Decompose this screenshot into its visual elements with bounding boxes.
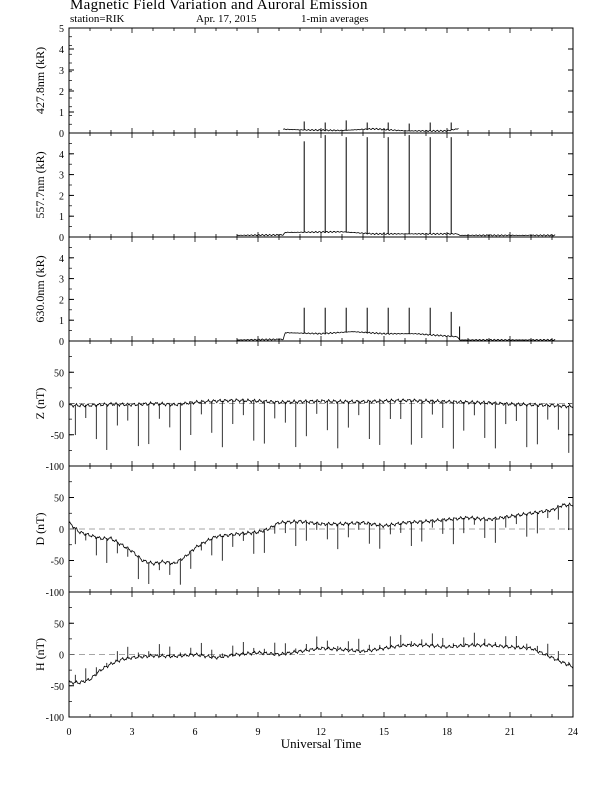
x-tick-label: 9 <box>256 727 261 738</box>
panel-2: 0 1 2 3 4 557.7nm (kR) <box>33 132 574 244</box>
field-trace <box>68 502 574 567</box>
y-tick-label: 3 <box>59 171 64 182</box>
y-tick-label: 0 <box>59 525 64 536</box>
y-tick-label: -50 <box>51 682 64 693</box>
y-tick-label: 2 <box>59 295 64 306</box>
panel-3: 0 1 2 3 4 630.0nm (kR) <box>33 236 574 348</box>
station-label: station=RIK <box>70 13 125 25</box>
x-tick-label: 0 <box>67 727 72 738</box>
x-tick-label: 3 <box>130 727 135 738</box>
y-tick-label: 2 <box>59 191 64 202</box>
panel-4: -100 -50 0 50 Z (nT) <box>33 340 574 473</box>
y-tick-label: 0 <box>59 337 64 348</box>
panel-frame <box>68 236 574 342</box>
y-axis-label: 557.7nm (kR) <box>33 151 47 218</box>
x-tick-label: 18 <box>442 727 452 738</box>
y-tick-label: -50 <box>51 431 64 442</box>
emission-trace <box>283 127 459 133</box>
panel-frame <box>68 132 574 238</box>
y-tick-label: 0 <box>59 651 64 662</box>
y-tick-label: 5 <box>59 24 64 35</box>
y-tick-label: 0 <box>59 129 64 140</box>
x-tick-label: 12 <box>316 727 326 738</box>
y-tick-label: 3 <box>59 66 64 77</box>
y-tick-label: -100 <box>46 588 64 599</box>
y-tick-label: 0 <box>59 233 64 244</box>
y-tick-label: 50 <box>54 494 64 505</box>
emission-trace <box>236 230 556 237</box>
y-axis-label: Z (nT) <box>33 388 47 420</box>
panel-frame <box>68 27 574 134</box>
y-axis-label: 427.8nm (kR) <box>33 47 47 114</box>
field-trace <box>68 642 574 686</box>
y-tick-label: 1 <box>59 108 64 119</box>
y-tick-label: 3 <box>59 275 64 286</box>
averaging-label: 1-min averages <box>301 13 369 25</box>
x-tick-label: 24 <box>568 727 578 738</box>
panel-1: 0 1 2 3 4 5 427.8nm (kR) <box>33 24 574 140</box>
y-tick-label: 4 <box>59 150 64 161</box>
y-axis-label: 630.0nm (kR) <box>33 255 47 322</box>
field-trace <box>68 398 574 409</box>
x-tick-label: 21 <box>505 727 515 738</box>
y-tick-label: -100 <box>46 713 64 724</box>
y-axis-label: H (nT) <box>33 638 47 671</box>
y-tick-label: -50 <box>51 557 64 568</box>
x-tick-label: 15 <box>379 727 389 738</box>
x-axis-label: Universal Time <box>281 736 362 751</box>
y-tick-label: 50 <box>54 368 64 379</box>
panel-6: -100 -50 0 50 H (nT) <box>33 591 574 724</box>
chart-title: Magnetic Field Variation and Auroral Emi… <box>70 0 368 13</box>
y-axis-label: D (nT) <box>33 513 47 546</box>
y-tick-label: 4 <box>59 254 64 265</box>
panel-5: -100 -50 0 50 D (nT) <box>33 465 574 599</box>
y-tick-label: 2 <box>59 87 64 98</box>
emission-trace <box>236 331 556 342</box>
y-tick-label: 4 <box>59 45 64 56</box>
x-tick-label: 6 <box>193 727 198 738</box>
y-tick-label: 50 <box>54 619 64 630</box>
y-tick-label: 1 <box>59 316 64 327</box>
y-tick-label: -100 <box>46 462 64 473</box>
y-tick-label: 0 <box>59 400 64 411</box>
date-label: Apr. 17, 2015 <box>196 13 257 25</box>
y-tick-label: 1 <box>59 212 64 223</box>
